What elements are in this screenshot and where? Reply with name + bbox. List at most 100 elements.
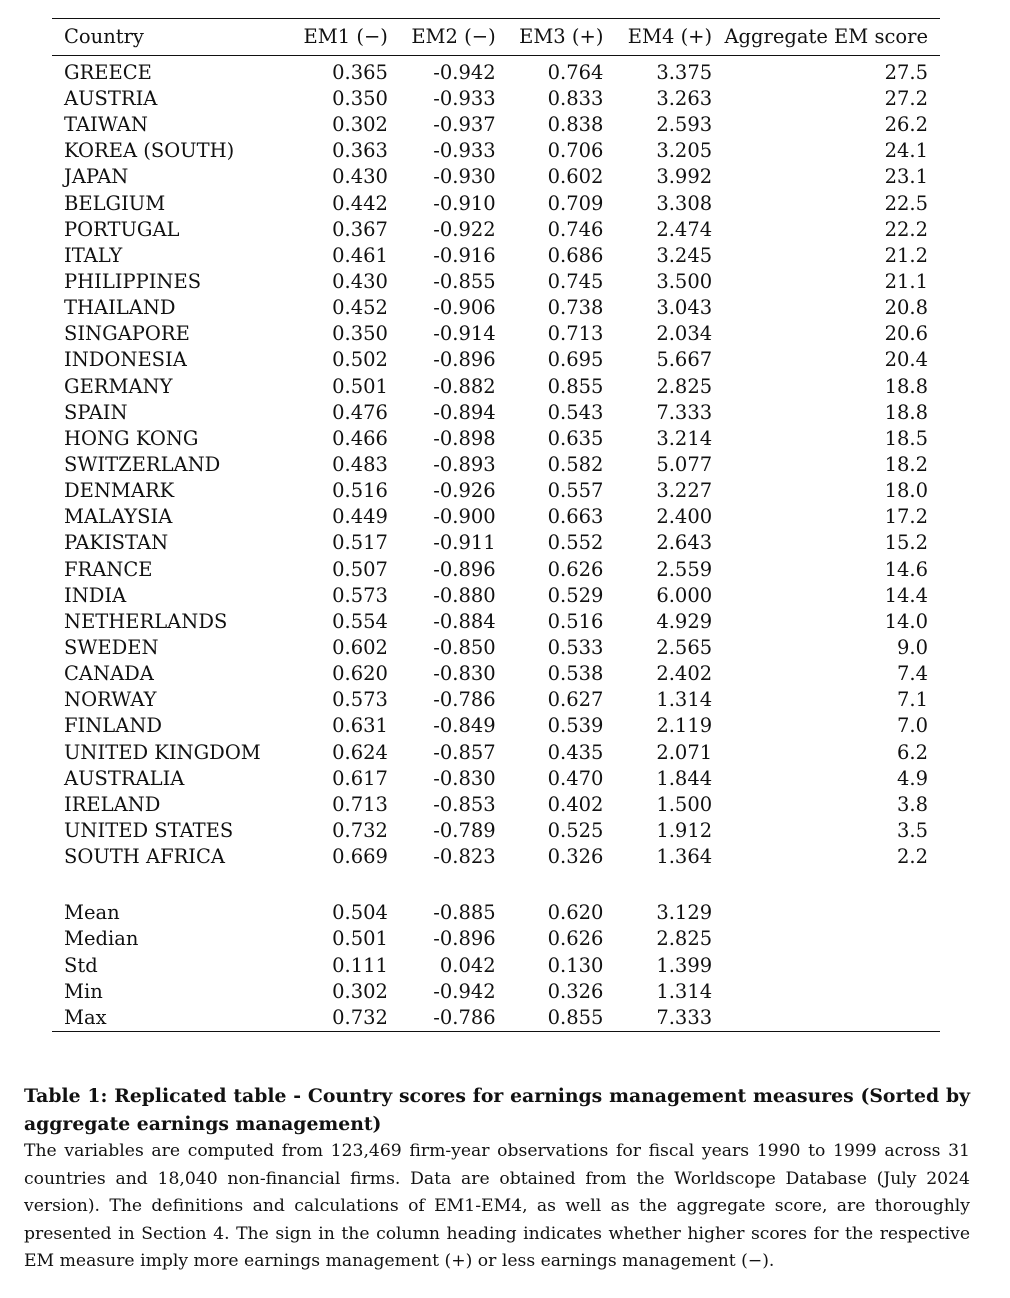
cell-em2: -0.896	[433, 927, 496, 951]
cell-em3: 0.552	[547, 531, 604, 555]
cell-em4: 3.205	[656, 139, 713, 163]
cell-em4: 3.263	[656, 87, 713, 111]
cell-em3: 0.602	[547, 165, 604, 189]
cell-em1: 0.617	[332, 766, 388, 790]
cell-country: BELGIUM	[64, 191, 166, 215]
cell-country: PAKISTAN	[64, 531, 169, 555]
cell-em3: 0.557	[547, 479, 604, 503]
cell-em2: -0.885	[433, 901, 496, 925]
cell-em1: 0.461	[332, 243, 388, 267]
cell-em3: 0.620	[547, 901, 604, 925]
caption-body: The variables are computed from 123,469 …	[24, 1141, 970, 1272]
cell-em4: 2.071	[656, 740, 713, 764]
cell-aggregate-em-score: 4.9	[896, 766, 928, 790]
cell-em1: 0.430	[332, 270, 388, 294]
cell-country: INDIA	[64, 583, 127, 607]
cell-em2: -0.896	[433, 348, 496, 372]
cell-em1: 0.732	[332, 819, 388, 842]
cell-em3: 0.130	[547, 953, 604, 977]
cell-country: Std	[64, 953, 98, 977]
summary-row: Std 0.111 0.042 0.130 1.399	[52, 953, 940, 979]
cell-em2: -0.786	[433, 688, 496, 712]
cell-em2: -0.882	[433, 374, 496, 398]
table-row: MALAYSIA 0.449 -0.900 0.663 2.400 17.2	[52, 504, 940, 530]
cell-em4: 6.000	[656, 583, 713, 607]
cell-em3: 0.855	[547, 374, 604, 398]
cell-em2: -0.926	[433, 479, 496, 503]
table-row: FRANCE 0.507 -0.896 0.626 2.559 14.6	[52, 557, 940, 583]
cell-aggregate-em-score: 20.8	[884, 296, 928, 320]
country-rows: GREECE 0.365 -0.942 0.764 3.375 27.5 AUSTRIA 0.…	[52, 56, 940, 871]
table-row: GERMANY 0.501 -0.882 0.855 2.825 18.8	[52, 374, 940, 400]
cell-aggregate-em-score: 18.5	[884, 426, 928, 450]
summary-row: Mean 0.504 -0.885 0.620 3.129	[52, 896, 940, 926]
cell-em1: 0.624	[332, 740, 388, 764]
cell-country: NORWAY	[64, 688, 157, 712]
cell-em2: -0.937	[433, 113, 496, 137]
cell-em2: 0.042	[439, 953, 496, 977]
cell-em2: -0.914	[433, 322, 496, 346]
cell-em1: 0.476	[332, 400, 388, 424]
cell-country: AUSTRIA	[64, 87, 158, 111]
cell-em2: -0.916	[433, 243, 496, 267]
cell-em4: 2.825	[656, 374, 713, 398]
cell-em3: 0.582	[547, 453, 604, 477]
cell-em3: 0.627	[547, 688, 604, 712]
table-row: SWEDEN 0.602 -0.850 0.533 2.565 9.0	[52, 635, 940, 661]
cell-aggregate-em-score: 7.1	[896, 688, 928, 712]
cell-em4: 3.245	[656, 243, 713, 267]
cell-em4: 2.034	[656, 322, 713, 346]
cell-em3: 0.713	[547, 322, 604, 346]
cell-em1: 0.466	[332, 426, 388, 450]
cell-em3: 0.543	[547, 400, 604, 424]
cell-country: UNITED KINGDOM	[64, 740, 261, 764]
cell-em3: 0.402	[547, 792, 604, 816]
cell-em3: 0.470	[547, 766, 604, 790]
cell-em4: 2.474	[656, 217, 713, 241]
cell-em4: 3.375	[656, 61, 713, 84]
cell-em3: 0.745	[547, 270, 604, 294]
cell-aggregate-em-score	[712, 926, 940, 952]
cell-em4: 2.825	[656, 927, 713, 951]
cell-em1: 0.516	[332, 479, 388, 503]
cell-em2: -0.896	[433, 557, 496, 581]
cell-em1: 0.449	[332, 505, 388, 529]
cell-aggregate-em-score: 20.6	[884, 322, 928, 346]
cell-aggregate-em-score: 24.1	[884, 139, 928, 163]
table-row: NETHERLANDS 0.554 -0.884 0.516 4.929 14.0	[52, 609, 940, 635]
cell-em2: -0.830	[433, 662, 496, 686]
cell-country: THAILAND	[64, 296, 176, 320]
table-row: UNITED STATES 0.732 -0.789 0.525 1.912 3.5	[52, 818, 940, 844]
cell-em4: 5.667	[656, 348, 713, 372]
cell-em2: -0.942	[433, 61, 496, 84]
table-header-row: Country EM1 (−) EM2 (−) EM3 (+) EM4 (+) …	[52, 18, 940, 56]
cell-aggregate-em-score: 18.0	[884, 479, 928, 503]
cell-em2: -0.884	[433, 609, 496, 633]
cell-em4: 2.402	[656, 662, 713, 686]
cell-em3: 0.709	[547, 191, 604, 215]
cell-em3: 0.764	[547, 61, 604, 84]
cell-em1: 0.602	[332, 636, 388, 660]
cell-em4: 1.500	[656, 792, 713, 816]
spacer	[52, 870, 940, 896]
cell-country: KOREA (SOUTH)	[64, 139, 235, 163]
cell-em2: -0.911	[433, 531, 496, 555]
cell-country: SINGAPORE	[64, 322, 190, 346]
cell-em3: 0.833	[547, 87, 604, 111]
cell-em4: 3.129	[656, 901, 713, 925]
cell-em2: -0.786	[433, 1005, 496, 1029]
cell-em4: 1.844	[656, 766, 713, 790]
cell-country: JAPAN	[64, 165, 129, 189]
cell-em2: -0.789	[433, 819, 496, 842]
cell-aggregate-em-score: 7.0	[896, 714, 928, 738]
country-em-scores-table: Country EM1 (−) EM2 (−) EM3 (+) EM4 (+) …	[52, 18, 940, 1032]
cell-aggregate-em-score: 21.2	[884, 243, 928, 267]
table-row: KOREA (SOUTH) 0.363 -0.933 0.706 3.205 24.1	[52, 138, 940, 164]
cell-em1: 0.111	[332, 953, 388, 977]
header-em3: EM3 (+)	[519, 25, 604, 48]
table-row: SOUTH AFRICA 0.669 -0.823 0.326 1.364 2.2	[52, 844, 940, 870]
cell-em4: 3.043	[656, 296, 713, 320]
cell-country: SWITZERLAND	[64, 453, 221, 477]
cell-em1: 0.350	[332, 87, 388, 111]
cell-em1: 0.452	[332, 296, 388, 320]
